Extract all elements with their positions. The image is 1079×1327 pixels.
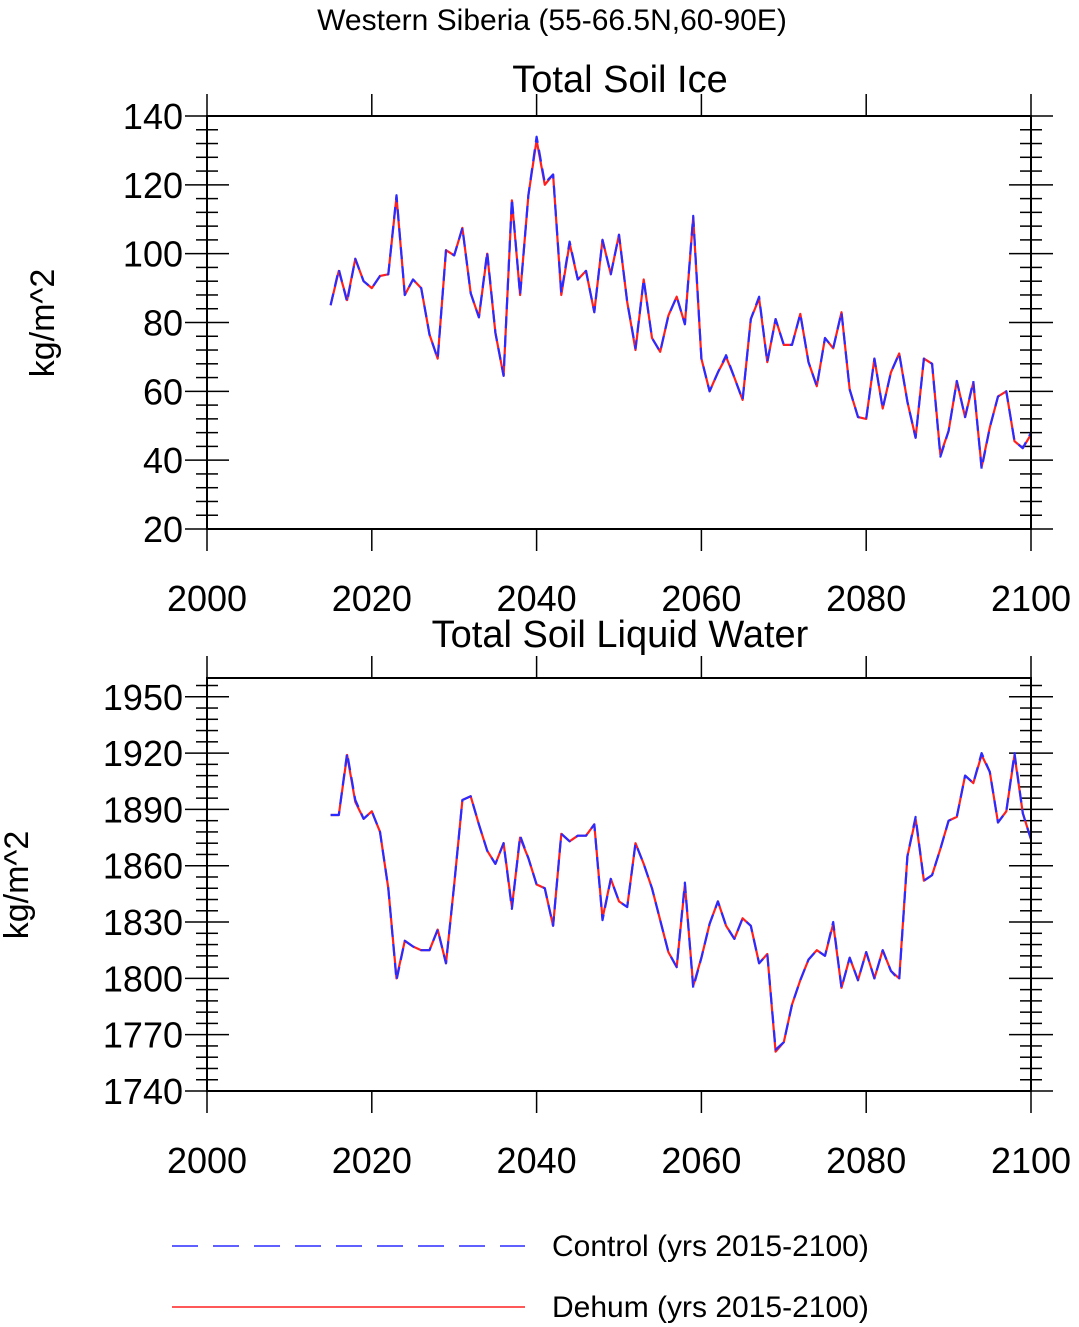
y-tick-label: 20 <box>143 509 183 550</box>
legend-label-dehum: Dehum (yrs 2015-2100) <box>552 1291 869 1324</box>
series-line-dehum <box>330 753 1033 1053</box>
y-tick-label: 1800 <box>103 958 183 999</box>
x-tick-label: 2000 <box>167 578 247 619</box>
plot-frame <box>206 677 1032 1092</box>
plot-frame <box>206 115 1032 530</box>
y-tick-label: 1920 <box>103 733 183 774</box>
legend-label-control: Control (yrs 2015-2100) <box>552 1230 869 1263</box>
x-tick-label: 2060 <box>661 578 741 619</box>
x-tick-label: 2020 <box>332 578 412 619</box>
y-tick-label: 100 <box>123 234 183 275</box>
x-tick-label: 2080 <box>826 578 906 619</box>
y-tick-label: 1770 <box>103 1015 183 1056</box>
x-tick-label: 2000 <box>167 1140 247 1181</box>
y-tick-label: 1830 <box>103 902 183 943</box>
series-line-control <box>329 135 1032 470</box>
y-tick-label: 1860 <box>103 846 183 887</box>
x-tick-label: 2100 <box>991 1140 1071 1181</box>
panel-total-soil-ice: Total Soil Ice kg/m^2 204060801001201402… <box>24 59 1071 619</box>
series-layer <box>330 751 1033 1053</box>
y-tick-label: 1950 <box>103 677 183 718</box>
x-tick-label: 2080 <box>826 1140 906 1181</box>
panel-total-soil-liquid-water: Total Soil Liquid Water kg/m^2 174017701… <box>0 614 1071 1181</box>
x-tick-label: 2100 <box>991 578 1071 619</box>
y-axis-label: kg/m^2 <box>24 269 62 378</box>
y-tick-label: 120 <box>123 165 183 206</box>
panel-title: Total Soil Ice <box>512 59 727 101</box>
y-tick-label: 140 <box>123 96 183 137</box>
y-axis-label: kg/m^2 <box>0 831 36 940</box>
y-tick-label: 1890 <box>103 789 183 830</box>
y-tick-label: 1740 <box>103 1071 183 1112</box>
y-tick-label: 80 <box>143 303 183 344</box>
figure-suptitle: Western Siberia (55-66.5N,60-90E) <box>317 4 787 37</box>
series-layer <box>329 135 1032 470</box>
y-tick-label: 60 <box>143 371 183 412</box>
x-tick-label: 2060 <box>661 1140 741 1181</box>
x-tick-label: 2020 <box>332 1140 412 1181</box>
legend: Control (yrs 2015-2100) Dehum (yrs 2015-… <box>172 1230 869 1324</box>
series-line-control <box>330 751 1033 1051</box>
ticks-layer: 1740 1770 1800 1830 1860 1890 1920 1950 2000 2020… <box>103 656 1071 1181</box>
panel-title: Total Soil Liquid Water <box>432 614 809 656</box>
x-tick-label: 2040 <box>497 1140 577 1181</box>
series-line-dehum <box>329 139 1032 469</box>
y-tick-label: 40 <box>143 440 183 481</box>
x-tick-label: 2040 <box>497 578 577 619</box>
